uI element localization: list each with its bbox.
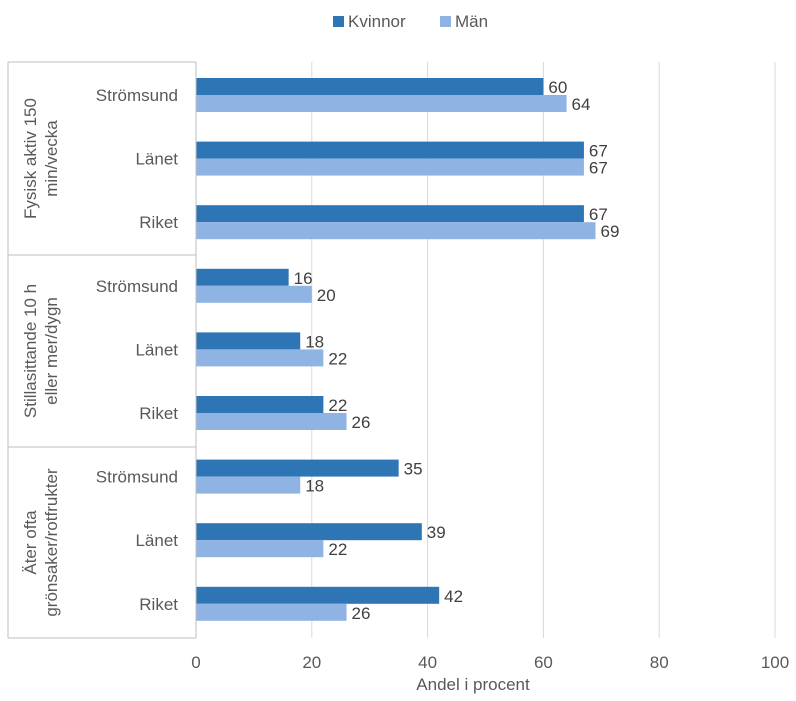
category-label: Länet xyxy=(135,150,178,169)
bar-kvinnor xyxy=(196,205,584,223)
data-label: 18 xyxy=(305,332,324,351)
legend-label: Kvinnor xyxy=(348,12,406,31)
bar-män xyxy=(196,222,596,240)
bar-män xyxy=(196,95,567,112)
data-label: 35 xyxy=(404,460,423,479)
data-label: 67 xyxy=(589,142,608,161)
category-label: Riket xyxy=(139,404,178,423)
category-label: Länet xyxy=(135,340,178,359)
bar-män xyxy=(196,413,347,430)
x-tick-label: 0 xyxy=(191,653,200,672)
category-label: Riket xyxy=(139,213,178,232)
data-label: 18 xyxy=(305,477,324,496)
data-label: 39 xyxy=(427,523,446,542)
category-label: Strömsund xyxy=(96,277,178,296)
data-label: 26 xyxy=(352,604,371,623)
legend-label: Män xyxy=(455,12,488,31)
bar-kvinnor xyxy=(196,586,440,604)
group-label: Stillasittande 10 h eller mer/dygn xyxy=(21,284,61,418)
data-label: 67 xyxy=(589,159,608,178)
bar-kvinnor xyxy=(196,396,324,413)
bar-män xyxy=(196,540,324,558)
bar-kvinnor xyxy=(196,459,399,477)
group-label: Fysisk aktiv 150 min/vecka xyxy=(21,98,61,219)
bar-kvinnor xyxy=(196,332,301,350)
bar-män xyxy=(196,349,324,367)
bars xyxy=(196,78,596,621)
bar-män xyxy=(196,603,347,621)
data-label: 22 xyxy=(328,540,347,559)
x-tick-label: 20 xyxy=(302,653,321,672)
category-label: Riket xyxy=(139,595,178,614)
data-label: 22 xyxy=(328,396,347,415)
bar-kvinnor xyxy=(196,78,544,95)
bar-män xyxy=(196,158,584,176)
data-label: 20 xyxy=(317,286,336,305)
bar-kvinnor xyxy=(196,141,584,159)
x-axis-title: Andel i procent xyxy=(416,675,530,694)
x-tick-label: 40 xyxy=(418,653,437,672)
legend-swatch-kvinnor xyxy=(333,16,344,27)
x-tick-label: 80 xyxy=(650,653,669,672)
x-axis-ticks: 0 20 40 60 80 100 xyxy=(191,653,789,672)
category-label: Strömsund xyxy=(96,468,178,487)
data-label: 64 xyxy=(572,95,591,114)
category-label: Länet xyxy=(135,531,178,550)
data-label: 16 xyxy=(294,269,313,288)
data-label: 69 xyxy=(601,222,620,241)
bar-män xyxy=(196,476,301,494)
legend-swatch-män xyxy=(440,16,451,27)
category-label: Strömsund xyxy=(96,86,178,105)
data-label: 42 xyxy=(444,587,463,606)
data-label: 60 xyxy=(548,78,567,97)
group-labels: Fysisk aktiv 150 min/vecka Stillasittande … xyxy=(7,61,197,639)
group-label: Äter ofta grönsaker/rotfrukter xyxy=(21,468,61,617)
data-label: 22 xyxy=(328,349,347,368)
bar-kvinnor xyxy=(196,268,289,286)
data-label: 67 xyxy=(589,205,608,224)
legend: Kvinnor Män xyxy=(333,12,488,31)
category-labels: Strömsund Länet Riket Strömsund Länet Riket St… xyxy=(96,86,178,614)
x-tick-label: 60 xyxy=(534,653,553,672)
x-tick-label: 100 xyxy=(761,653,789,672)
bar-kvinnor xyxy=(196,523,422,541)
bar-män xyxy=(196,285,312,303)
data-label: 26 xyxy=(352,413,371,432)
